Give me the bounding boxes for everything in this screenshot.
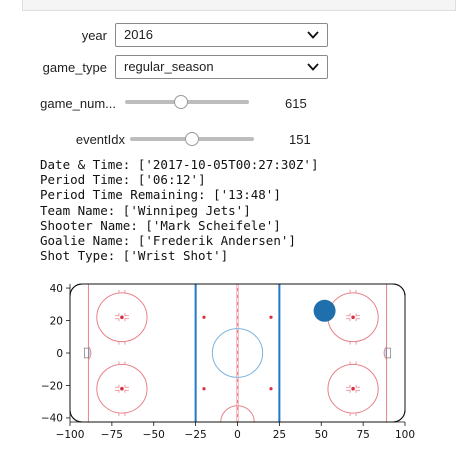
goal-crease — [88, 345, 92, 361]
y-tick-label: 0 — [56, 348, 63, 360]
event-info-output: Date & Time: ['2017-10-05T00:27:30Z'] Per… — [40, 157, 318, 263]
faceoff-dot — [120, 386, 124, 391]
referee-crease — [220, 405, 255, 422]
x-tick-label: −50 — [143, 429, 165, 441]
faceoff-dot — [351, 315, 355, 320]
goal-net — [84, 347, 89, 359]
event-info-value: ['Winnipeg Jets'] — [122, 202, 251, 218]
event-info-value: ['Wrist Shot'] — [122, 248, 229, 264]
faceoff-circle — [96, 363, 148, 414]
faceoff-dot — [202, 315, 206, 319]
faceoff-circle — [327, 363, 379, 414]
shot-rink-plot: −100 −75 −50 −25 0 25 50 75 100 40 20 0 −20 −40 — [41, 283, 415, 441]
faceoff-dot — [351, 386, 355, 391]
faceoff-dot — [120, 315, 124, 320]
event-info-line: Shot Type: ['Wrist Shot'] — [40, 248, 229, 264]
goal-net — [386, 347, 391, 359]
faceoff-circle — [96, 292, 148, 343]
event-info-line: Shooter Name: ['Mark Scheifele'] — [40, 217, 281, 233]
year-value: 2016 — [124, 27, 153, 42]
event-idx-label: eventIdx — [75, 132, 125, 147]
event-info-key: Shot Type — [40, 248, 108, 264]
year-dropdown[interactable]: 2016 — [115, 23, 328, 47]
x-tick-label: 25 — [273, 429, 286, 441]
faceoff-dot — [269, 315, 273, 319]
goal-crease — [383, 345, 387, 361]
event-info-value: ['Frederik Andersen'] — [137, 233, 296, 249]
game-num-label: game_num... — [40, 96, 116, 111]
event-info-line: Period Time: ['06:12'] — [40, 172, 206, 188]
x-tick-label: 50 — [315, 429, 328, 441]
x-tick-label: 75 — [356, 429, 369, 441]
event-info-value: ['2017-10-05T00:27:30Z'] — [137, 157, 319, 172]
game-num-readout: 615 — [285, 96, 307, 111]
y-tick-label: 20 — [50, 315, 63, 327]
y-tick-label: −40 — [41, 413, 63, 425]
event-info-value: ['06:12'] — [137, 172, 206, 188]
game-type-label: game_type — [42, 60, 107, 75]
event-info-key: Shooter Name — [40, 217, 131, 233]
game-type-value: regular_season — [124, 59, 214, 74]
game-type-dropdown[interactable]: regular_season — [115, 55, 328, 79]
x-tick-label: −75 — [101, 429, 123, 441]
event-info-line: Team Name: ['Winnipeg Jets'] — [40, 202, 251, 218]
event-info-line: Goalie Name: ['Frederik Andersen'] — [40, 233, 296, 249]
faceoff-dot — [202, 387, 206, 391]
event-idx-slider-handle[interactable] — [185, 132, 199, 146]
event-info-key: Period Time — [40, 172, 123, 188]
previous-output-strip — [22, 0, 456, 11]
event-info-key: Team Name — [40, 202, 108, 218]
event-info-key: Date & Time — [40, 157, 123, 172]
event-info-value: ['13:48'] — [213, 187, 281, 203]
faceoff-dot — [269, 387, 273, 391]
x-tick-label: −25 — [185, 429, 207, 441]
chevron-down-icon — [307, 31, 319, 39]
y-tick-label: 40 — [50, 283, 63, 295]
x-tick-label: −100 — [56, 429, 85, 441]
year-label: year — [81, 28, 107, 43]
game-num-slider-handle[interactable] — [173, 95, 188, 109]
event-idx-readout: 151 — [289, 132, 311, 147]
center-circle — [211, 328, 264, 378]
event-info-value: ['Mark Scheifele'] — [145, 217, 281, 233]
y-tick-label: −20 — [41, 380, 63, 392]
event-info-key: Period Time Remaining — [40, 187, 199, 203]
event-info-key: Goalie Name — [40, 233, 123, 249]
x-tick-label: 0 — [234, 429, 241, 441]
chevron-down-icon — [307, 63, 319, 71]
x-tick-label: 100 — [395, 429, 415, 441]
event-info-line: Date & Time: ['2017-10-05T00:27:30Z'] — [40, 157, 319, 172]
shot-marker — [313, 299, 336, 322]
event-info-line: Period Time Remaining: ['13:48'] — [40, 187, 281, 203]
